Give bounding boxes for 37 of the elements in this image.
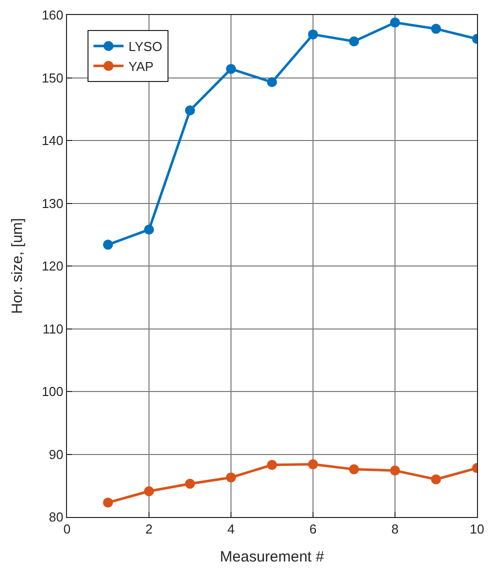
point: [308, 459, 318, 470]
x-tick-label: 2: [145, 522, 153, 537]
point: [431, 24, 441, 34]
point: [226, 472, 236, 482]
y-tick-label: 160: [42, 8, 64, 23]
x-tick-label: 4: [227, 522, 235, 537]
point: [267, 460, 277, 470]
x-axis-title: Measurement #: [220, 548, 325, 566]
y-tick-label: 90: [48, 446, 64, 462]
point: [390, 466, 400, 476]
y-tick-label: 120: [42, 258, 64, 274]
y-tick-label: 150: [42, 70, 64, 86]
point: [267, 77, 277, 88]
point: [103, 498, 113, 508]
point: [390, 18, 400, 28]
x-tick-label: 0: [63, 522, 71, 537]
y-axis-title: Hor. size, [um]: [8, 218, 26, 314]
x-tick-label: 6: [309, 522, 317, 537]
point: [431, 474, 441, 484]
y-tick-label: 80: [48, 510, 64, 525]
legend-label: YAP: [128, 58, 154, 74]
point: [226, 64, 236, 74]
point: [349, 36, 359, 46]
x-tick-label: 10: [470, 522, 484, 537]
legend-label: LYSO: [128, 39, 162, 54]
y-tick-label: 130: [42, 196, 64, 211]
y-tick-label: 140: [42, 133, 64, 148]
point: [308, 29, 318, 40]
y-tick-label: 110: [42, 321, 64, 336]
y-tick-label: 100: [42, 384, 64, 400]
point: [185, 478, 195, 489]
point: [144, 486, 154, 496]
point: [144, 224, 154, 235]
x-tick-label: 8: [391, 522, 399, 537]
point: [349, 464, 359, 474]
point: [185, 105, 195, 116]
point: [103, 240, 113, 250]
